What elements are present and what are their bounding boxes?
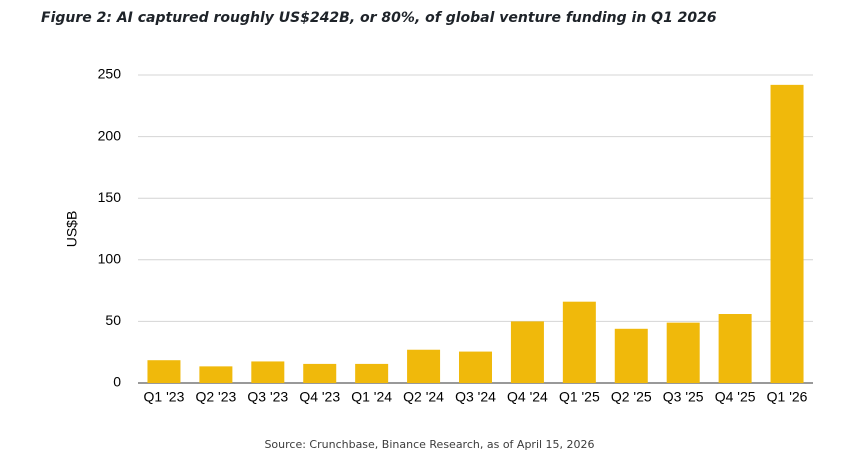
x-tick-label: Q2 '25 <box>611 389 652 405</box>
x-tick-label: Q3 '23 <box>247 389 288 405</box>
bar <box>303 363 337 383</box>
x-tick-label: Q1 '23 <box>144 389 185 405</box>
x-tick-label: Q4 '24 <box>507 389 548 405</box>
bar <box>459 351 492 383</box>
bars <box>147 84 804 383</box>
figure-title: Figure 2: AI captured roughly US$242B, o… <box>41 10 717 26</box>
x-tick-label: Q2 '23 <box>195 389 236 405</box>
x-tick-label: Q4 '25 <box>715 389 756 405</box>
bar <box>251 361 285 383</box>
bar <box>666 322 700 383</box>
bar <box>147 360 181 383</box>
x-tick-label: Q1 '25 <box>559 389 600 405</box>
source-note: Source: Crunchbase, Binance Research, as… <box>264 438 595 451</box>
x-tick-labels: Q1 '23 Q2 '23 Q3 '23 Q4 '23 Q1 '24 Q2 '24 Q3 '… <box>144 389 808 405</box>
bar <box>355 363 389 383</box>
bar <box>562 301 596 383</box>
y-tick-label: 0 <box>113 374 121 390</box>
y-tick-label: 150 <box>98 189 122 205</box>
x-tick-label: Q1 '24 <box>351 389 392 405</box>
bar <box>614 328 648 383</box>
y-tick-labels: 0 50 100 150 200 250 <box>98 66 122 390</box>
x-tick-label: Q3 '24 <box>455 389 496 405</box>
bar <box>510 321 544 383</box>
x-tick-label: Q3 '25 <box>663 389 704 405</box>
y-tick-label: 250 <box>98 66 122 82</box>
bar-chart: 0 50 100 150 200 250 Q1 '23 Q2 '23 Q3 '23 Q4 '23… <box>64 66 813 405</box>
bar <box>199 366 233 383</box>
y-tick-label: 50 <box>105 312 121 328</box>
x-tick-label: Q2 '24 <box>403 389 444 405</box>
bar <box>718 314 752 383</box>
y-tick-label: 100 <box>98 251 122 267</box>
x-tick-label: Q4 '23 <box>299 389 340 405</box>
x-tick-label: Q1 '26 <box>767 389 808 405</box>
y-axis-label: US$B <box>64 211 80 248</box>
bar <box>407 349 441 383</box>
gridlines <box>138 74 813 384</box>
y-tick-label: 200 <box>98 127 122 143</box>
bar <box>770 84 804 383</box>
